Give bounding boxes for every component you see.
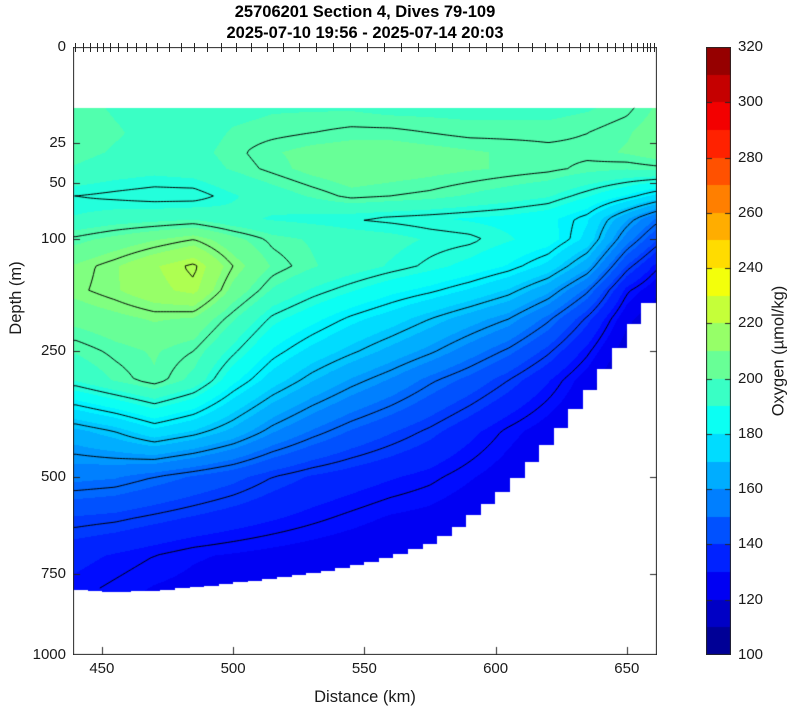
plot-title: 25706201 Section 4, Dives 79-109 2025-07… xyxy=(73,2,657,44)
dive-tick-mark xyxy=(298,43,300,52)
title-line1: 25706201 Section 4, Dives 79-109 xyxy=(234,3,496,21)
dive-tick-mark xyxy=(349,43,351,52)
dive-tick-mark xyxy=(282,43,284,52)
dive-tick-mark xyxy=(557,43,559,52)
dive-tick-mark xyxy=(588,43,590,52)
colorbar-tick-label: 140 xyxy=(738,535,764,553)
dive-tick-mark xyxy=(401,43,403,52)
dive-tick-mark xyxy=(545,43,547,52)
y-tick-label: 50 xyxy=(49,173,66,191)
dive-tick-mark xyxy=(96,43,98,52)
colorbar-tick-label: 200 xyxy=(738,369,764,387)
dive-tick-mark xyxy=(622,43,624,52)
dive-tick-mark xyxy=(90,43,92,52)
dive-tick-mark xyxy=(642,43,644,52)
dive-tick-mark xyxy=(221,43,223,52)
dive-tick-mark xyxy=(74,43,76,52)
dive-tick-mark xyxy=(607,43,609,52)
x-tick-label: 500 xyxy=(220,660,246,677)
x-tick-label: 650 xyxy=(614,660,640,677)
section-plot-canvas xyxy=(73,47,657,655)
dive-tick-mark xyxy=(103,43,105,52)
dive-tick-mark xyxy=(579,43,581,52)
colorbar-label: Oxygen (µmol/kg) xyxy=(769,285,788,417)
dive-tick-mark xyxy=(452,43,454,52)
dive-tick-mark xyxy=(135,43,137,52)
dive-tick-mark xyxy=(235,43,237,52)
colorbar-canvas xyxy=(706,47,731,655)
x-tick-label: 600 xyxy=(483,660,509,677)
dive-tick-mark xyxy=(637,43,639,52)
dive-tick-mark xyxy=(117,43,119,52)
dive-tick-mark xyxy=(418,43,420,52)
colorbar-tick-label: 180 xyxy=(738,424,764,442)
x-tick-label: 550 xyxy=(351,660,377,677)
y-tick-label: 25 xyxy=(49,134,66,152)
colorbar-tick-label: 300 xyxy=(738,93,764,111)
dive-tick-mark xyxy=(156,43,158,52)
y-tick-label: 500 xyxy=(40,467,66,485)
dive-tick-mark xyxy=(469,43,471,52)
y-tick-label: 750 xyxy=(40,564,66,582)
dive-tick-mark xyxy=(251,43,253,52)
dive-tick-mark xyxy=(435,43,437,52)
dive-tick-mark xyxy=(597,43,599,52)
dive-tick-mark xyxy=(315,43,317,52)
dive-tick-mark xyxy=(193,43,195,52)
y-tick-label: 1000 xyxy=(32,646,66,663)
colorbar-tick-label: 220 xyxy=(738,314,764,332)
y-axis-label: Depth (m) xyxy=(7,261,25,335)
dive-tick-mark xyxy=(502,43,504,52)
colorbar-tick-label: 260 xyxy=(738,203,764,221)
dive-tick-mark xyxy=(109,43,111,52)
y-tick-label: 100 xyxy=(40,230,66,248)
dive-tick-mark xyxy=(146,43,148,52)
title-line2: 2025-07-10 19:56 - 2025-07-14 20:03 xyxy=(226,24,504,42)
dive-tick-mark xyxy=(384,43,386,52)
dive-tick-mark xyxy=(650,43,652,52)
dive-tick-mark xyxy=(180,43,182,52)
colorbar-tick-label: 320 xyxy=(738,38,764,55)
y-tick-label: 0 xyxy=(57,38,66,55)
dive-tick-mark xyxy=(569,43,571,52)
dive-tick-mark xyxy=(646,43,648,52)
dive-tick-mark xyxy=(168,43,170,52)
dive-tick-mark xyxy=(630,43,632,52)
dive-tick-mark xyxy=(206,43,208,52)
dive-tick-mark xyxy=(126,43,128,52)
y-tick-label: 250 xyxy=(40,342,66,359)
dive-tick-mark xyxy=(332,43,334,52)
colorbar-tick-label: 100 xyxy=(738,646,764,663)
dive-tick-mark xyxy=(486,43,488,52)
dive-tick-mark xyxy=(615,43,616,52)
dive-tick-mark xyxy=(517,43,519,52)
x-axis-label: Distance (km) xyxy=(314,688,416,706)
dive-tick-mark xyxy=(267,43,269,52)
dive-tick-mark xyxy=(654,43,656,52)
colorbar-tick-label: 240 xyxy=(738,259,764,277)
x-tick-label: 450 xyxy=(89,660,115,677)
dive-tick-mark xyxy=(366,43,368,52)
dive-tick-mark xyxy=(83,43,85,52)
dive-tick-mark xyxy=(532,43,534,52)
colorbar-tick-label: 120 xyxy=(738,590,764,608)
colorbar-tick-label: 280 xyxy=(738,148,764,166)
colorbar-tick-label: 160 xyxy=(738,480,764,498)
